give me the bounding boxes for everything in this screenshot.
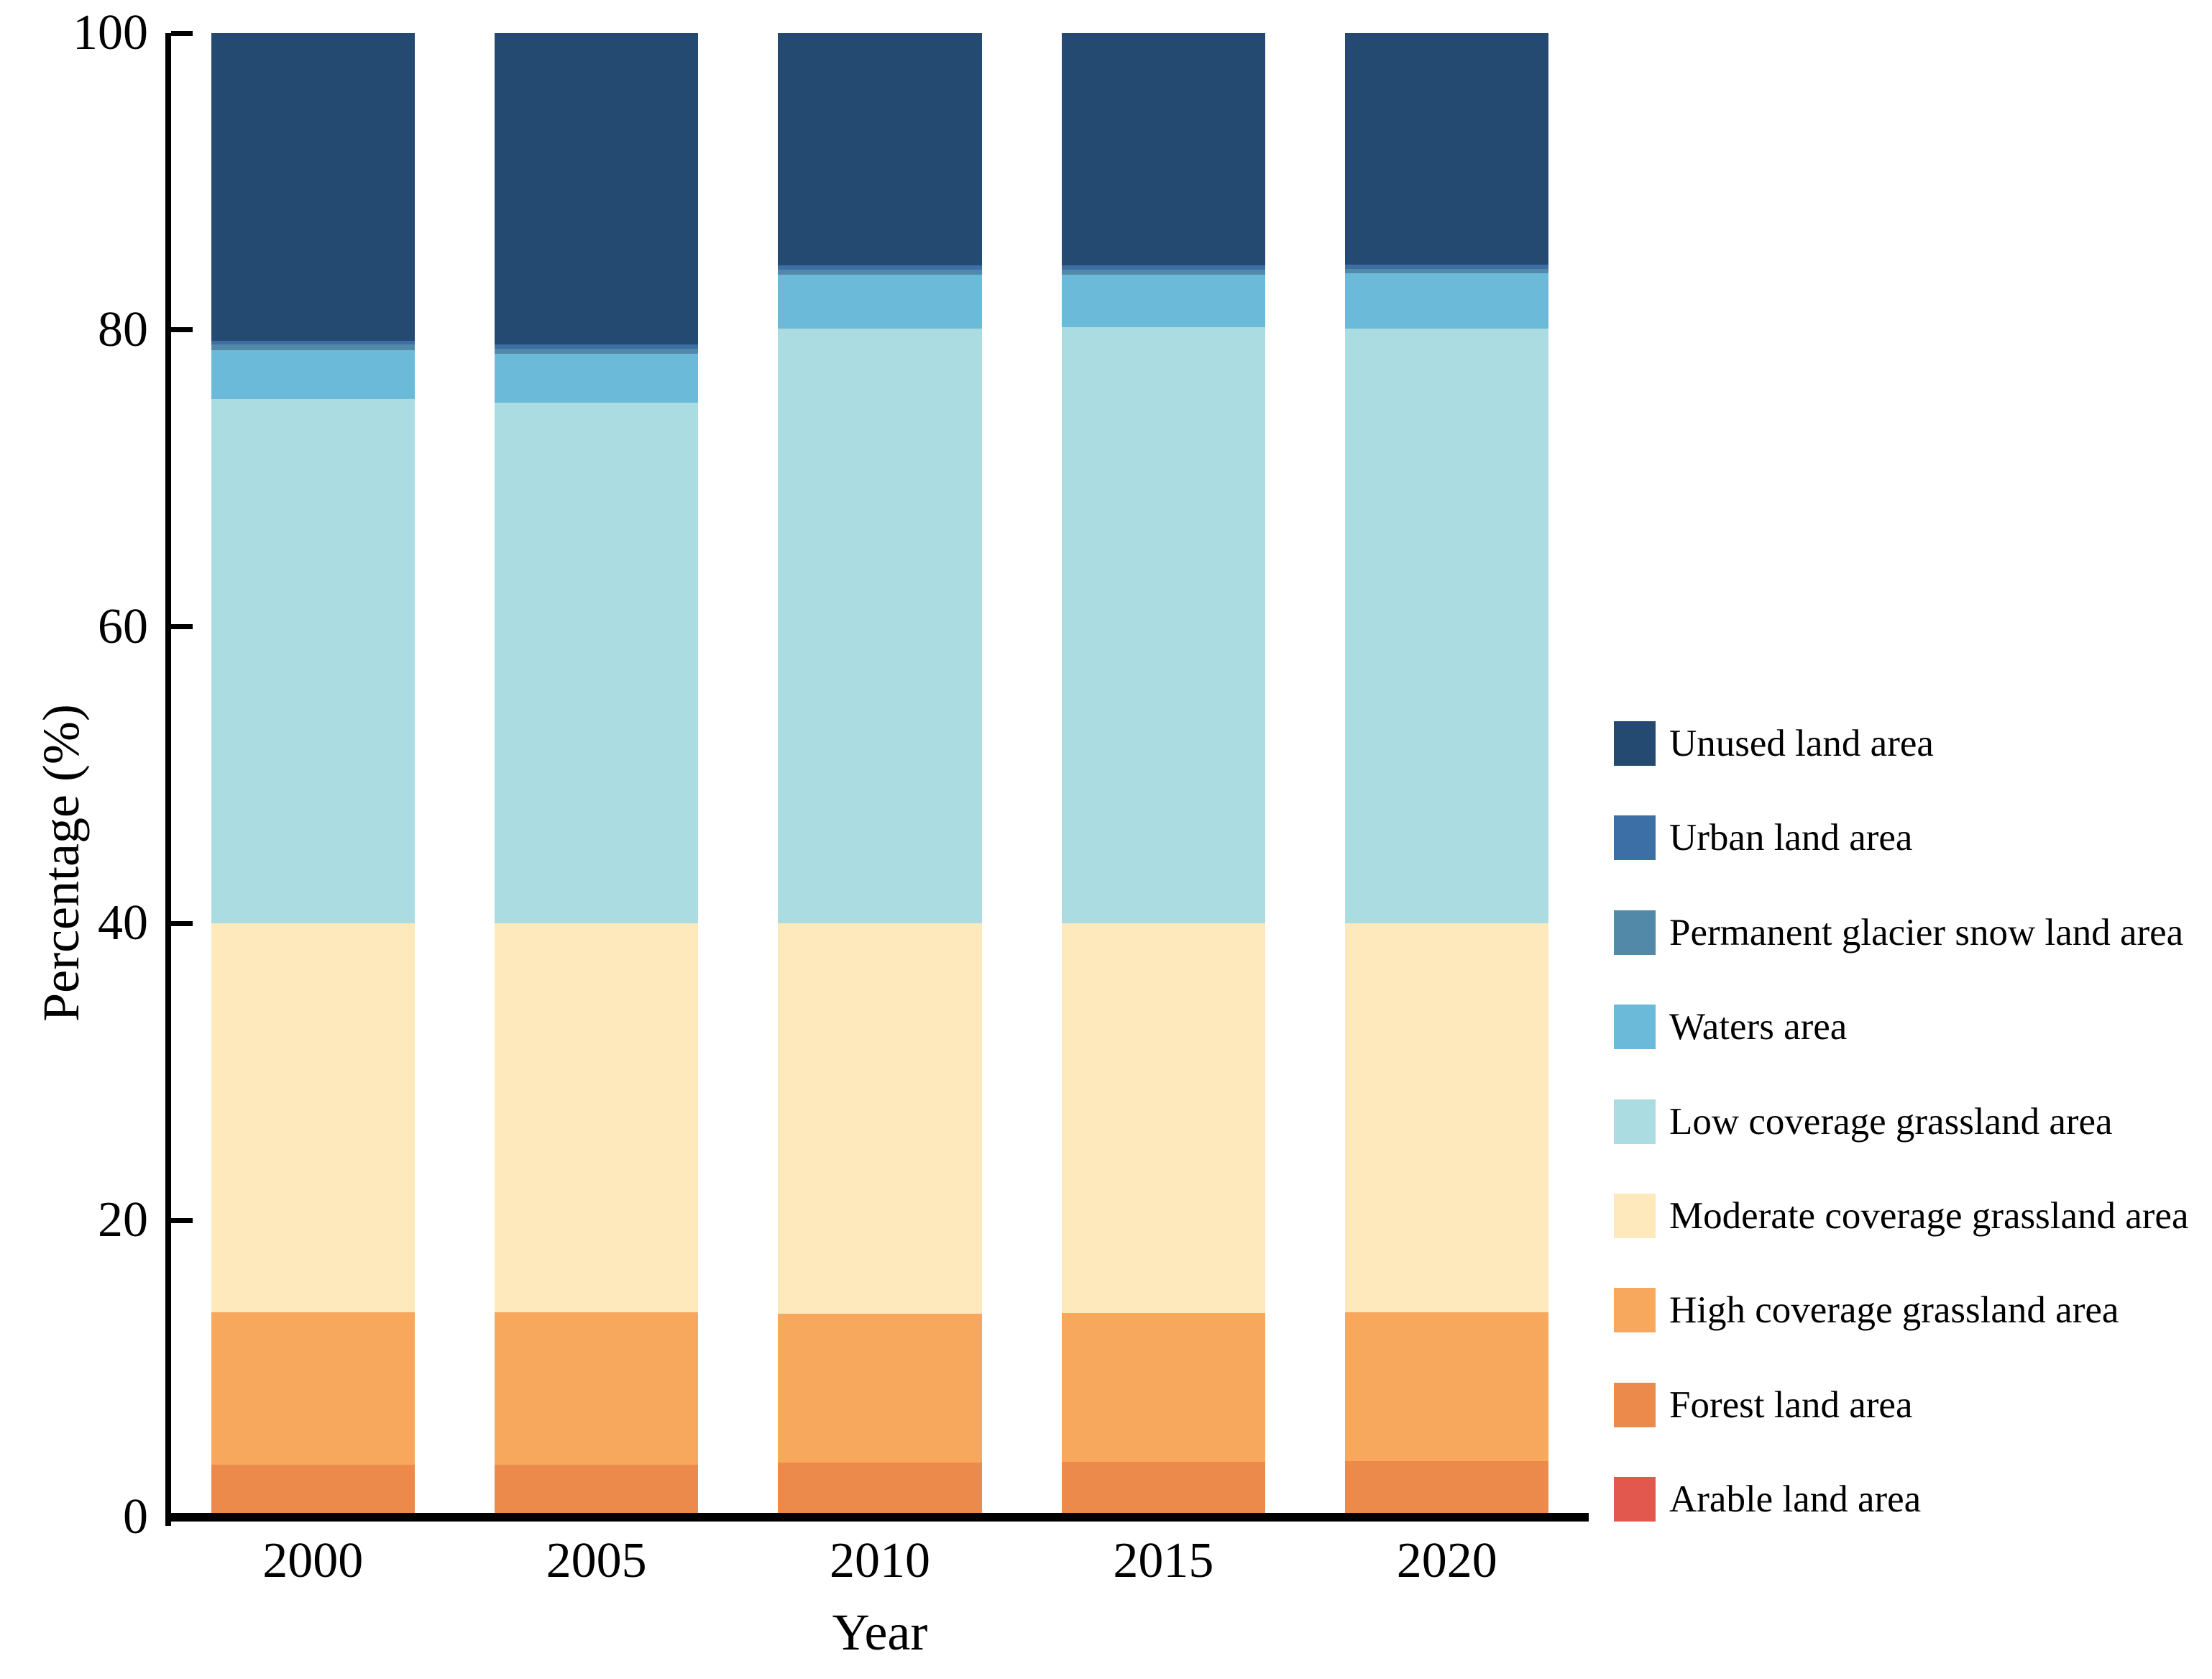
legend-swatch-permanent-glacier-snow-land-area [1614, 910, 1656, 955]
bar-segment-forest-land-area [1061, 1461, 1265, 1516]
bar-segment-waters-area [211, 349, 415, 399]
bar-segment-unused-land-area [495, 33, 699, 345]
legend-label-arable-land-area: Arable land area [1669, 1478, 1922, 1521]
legend-label-forest-land-area: Forest land area [1669, 1383, 1913, 1426]
bar-segment-urban-land-area [1061, 265, 1265, 270]
bar-segment-unused-land-area [211, 33, 415, 342]
bar-segment-forest-land-area [211, 1464, 415, 1516]
bar-segment-unused-land-area [778, 33, 982, 266]
bar-segment-low-coverage-grassland-area [495, 402, 699, 924]
y-tick-label: 40 [98, 895, 148, 951]
x-tick-label: 2015 [1113, 1533, 1214, 1588]
bar-segment-waters-area [1061, 275, 1265, 327]
legend-label-high-coverage-grassland-area: High coverage grassland area [1669, 1289, 2119, 1332]
bar-segment-forest-land-area [778, 1462, 982, 1516]
bar-segment-permanent-glacier-snow-land-area [1345, 269, 1549, 274]
x-tick-label: 2005 [546, 1533, 647, 1588]
bar-segment-urban-land-area [1345, 264, 1549, 270]
y-tick-mark [171, 30, 193, 36]
bar-segment-waters-area [778, 275, 982, 329]
legend-label-moderate-coverage-grassland-area: Moderate coverage grassland area [1669, 1195, 2189, 1237]
y-tick-label: 100 [73, 5, 148, 60]
legend-swatch-moderate-coverage-grassland-area [1614, 1194, 1656, 1238]
legend-label-permanent-glacier-snow-land-area: Permanent glacier snow land area [1669, 911, 2184, 953]
bar-segment-urban-land-area [211, 341, 415, 345]
bar-segment-high-coverage-grassland-area [495, 1312, 699, 1465]
y-tick-mark [171, 327, 193, 333]
x-tick-label: 2010 [830, 1533, 930, 1588]
y-tick-mark [171, 1514, 193, 1520]
x-tick-label: 2020 [1396, 1533, 1497, 1588]
bar-segment-forest-land-area [1345, 1460, 1549, 1516]
bar-segment-moderate-coverage-grassland-area [1061, 923, 1265, 1314]
legend-swatch-waters-area [1614, 1005, 1656, 1050]
legend-swatch-high-coverage-grassland-area [1614, 1288, 1656, 1333]
bar-segment-low-coverage-grassland-area [778, 328, 982, 924]
bar-segment-unused-land-area [1061, 33, 1265, 266]
bar-segment-high-coverage-grassland-area [211, 1312, 415, 1465]
y-tick-label: 0 [123, 1489, 148, 1545]
bar-segment-waters-area [1345, 273, 1549, 329]
bar-segment-low-coverage-grassland-area [211, 398, 415, 924]
bar-segment-permanent-glacier-snow-land-area [211, 344, 415, 350]
bar-segment-permanent-glacier-snow-land-area [1061, 270, 1265, 275]
bar-segment-moderate-coverage-grassland-area [778, 923, 982, 1314]
y-tick-label: 80 [98, 301, 148, 357]
bar-segment-forest-land-area [495, 1464, 699, 1516]
legend-label-low-coverage-grassland-area: Low coverage grassland area [1669, 1100, 2113, 1143]
legend-swatch-forest-land-area [1614, 1382, 1656, 1427]
legend-swatch-arable-land-area [1614, 1477, 1656, 1522]
bar-segment-moderate-coverage-grassland-area [495, 923, 699, 1313]
x-axis-title: Year [832, 1603, 928, 1661]
legend-swatch-low-coverage-grassland-area [1614, 1099, 1656, 1144]
y-tick-mark [171, 1217, 193, 1223]
bar-segment-moderate-coverage-grassland-area [1345, 923, 1549, 1313]
x-axis-line [165, 1513, 1589, 1522]
legend-label-unused-land-area: Unused land area [1669, 723, 1934, 764]
bar-segment-waters-area [495, 353, 699, 403]
legend-label-waters-area: Waters area [1669, 1006, 1848, 1048]
bar-segment-unused-land-area [1345, 33, 1549, 265]
bar-segment-moderate-coverage-grassland-area [211, 923, 415, 1313]
y-tick-label: 60 [98, 598, 148, 654]
y-axis-line [165, 33, 171, 1526]
y-tick-mark [171, 920, 193, 926]
bar-segment-high-coverage-grassland-area [778, 1314, 982, 1463]
y-tick-mark [171, 624, 193, 630]
bar-segment-permanent-glacier-snow-land-area [778, 270, 982, 275]
legend-swatch-unused-land-area [1614, 721, 1656, 766]
bar-segment-low-coverage-grassland-area [1345, 328, 1549, 924]
bar-segment-high-coverage-grassland-area [1345, 1312, 1549, 1461]
bar-segment-low-coverage-grassland-area [1061, 326, 1265, 924]
bar-segment-permanent-glacier-snow-land-area [495, 348, 699, 354]
bar-segment-urban-land-area [495, 344, 699, 349]
bar-segment-urban-land-area [778, 265, 982, 270]
legend-swatch-urban-land-area [1614, 815, 1656, 861]
bar-segment-high-coverage-grassland-area [1061, 1313, 1265, 1462]
y-tick-label: 20 [98, 1192, 148, 1248]
x-tick-label: 2000 [262, 1533, 364, 1588]
legend-label-urban-land-area: Urban land area [1669, 817, 1913, 859]
